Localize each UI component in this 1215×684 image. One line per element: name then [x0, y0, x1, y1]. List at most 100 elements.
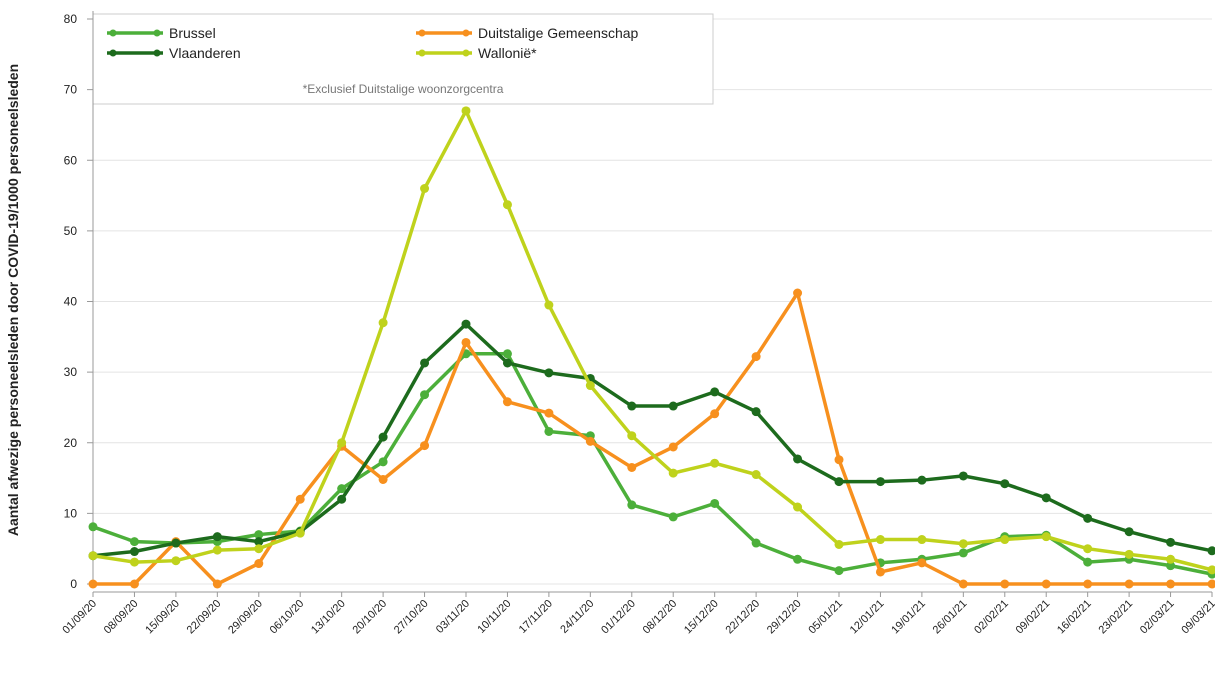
x-tick-label: 20/10/20	[350, 598, 389, 637]
x-tick-label: 19/01/21	[889, 598, 928, 637]
data-point	[752, 470, 761, 479]
data-point	[1208, 546, 1215, 555]
data-point	[503, 358, 512, 367]
data-point	[462, 338, 471, 347]
data-point	[1000, 535, 1009, 544]
data-point	[420, 390, 429, 399]
data-point	[254, 544, 263, 553]
data-point	[379, 433, 388, 442]
data-point	[627, 402, 636, 411]
data-point	[544, 301, 553, 310]
legend-label: Vlaanderen	[169, 45, 241, 61]
x-tick-label: 29/12/20	[765, 598, 804, 637]
data-point	[1083, 544, 1092, 553]
data-point	[89, 522, 98, 531]
data-point	[793, 454, 802, 463]
legend-swatch-dot	[110, 30, 117, 37]
data-point	[627, 500, 636, 509]
data-point	[1083, 514, 1092, 523]
data-point	[296, 495, 305, 504]
data-point	[710, 499, 719, 508]
y-tick-label: 50	[64, 224, 78, 238]
x-tick-label: 15/09/20	[143, 598, 182, 637]
data-point	[876, 535, 885, 544]
data-point	[835, 540, 844, 549]
x-tick-label: 23/02/21	[1096, 598, 1135, 637]
data-point	[544, 409, 553, 418]
x-tick-label: 02/03/21	[1138, 598, 1177, 637]
y-tick-label: 10	[64, 506, 78, 520]
x-tick-label: 24/11/20	[558, 598, 596, 636]
data-point	[793, 555, 802, 564]
data-point	[130, 558, 139, 567]
data-point	[959, 471, 968, 480]
legend-swatch-dot	[154, 50, 161, 57]
x-tick-label: 13/10/20	[309, 598, 348, 637]
data-point	[586, 437, 595, 446]
data-point	[213, 580, 222, 589]
x-tick-label: 05/01/21	[806, 598, 845, 637]
data-point	[379, 318, 388, 327]
x-tick-label: 08/09/20	[102, 598, 141, 637]
x-tick-label: 27/10/20	[392, 598, 431, 637]
y-tick-label: 80	[64, 12, 78, 26]
legend-label: Wallonië*	[478, 45, 537, 61]
data-point	[669, 469, 678, 478]
data-point	[503, 200, 512, 209]
y-tick-label: 30	[64, 365, 78, 379]
data-point	[793, 503, 802, 512]
x-tick-label: 10/11/20	[475, 598, 513, 636]
y-tick-label: 70	[64, 83, 78, 97]
x-tick-label: 08/12/20	[641, 598, 680, 637]
data-point	[89, 580, 98, 589]
data-point	[752, 352, 761, 361]
x-tick-label: 12/01/21	[848, 598, 887, 637]
data-point	[793, 289, 802, 298]
data-point	[296, 529, 305, 538]
data-point	[917, 535, 926, 544]
data-point	[130, 547, 139, 556]
x-tick-label: 16/02/21	[1055, 598, 1094, 637]
y-axis-title: Aantal afwezige personeelsleden door COV…	[5, 64, 21, 536]
data-point	[171, 539, 180, 548]
x-tick-label: 17/11/20	[517, 598, 555, 636]
data-point	[669, 442, 678, 451]
data-point	[213, 546, 222, 555]
data-point	[1000, 479, 1009, 488]
data-point	[752, 407, 761, 416]
data-point	[544, 427, 553, 436]
data-point	[503, 349, 512, 358]
data-point	[627, 463, 636, 472]
legend-swatch-dot	[463, 50, 470, 57]
x-tick-label: 01/09/20	[60, 598, 99, 637]
data-point	[337, 438, 346, 447]
data-point	[835, 566, 844, 575]
data-point	[1125, 580, 1134, 589]
data-point	[544, 368, 553, 377]
data-point	[420, 358, 429, 367]
data-point	[379, 457, 388, 466]
y-tick-label: 40	[64, 295, 78, 309]
data-point	[835, 477, 844, 486]
data-point	[669, 512, 678, 521]
data-point	[669, 402, 678, 411]
series-line	[93, 324, 1212, 556]
legend-swatch-dot	[154, 30, 161, 37]
data-point	[337, 495, 346, 504]
x-tick-label: 09/03/21	[1179, 598, 1215, 637]
data-point	[420, 441, 429, 450]
data-point	[1083, 580, 1092, 589]
legend-note: *Exclusief Duitstalige woonzorgcentra	[303, 82, 504, 96]
data-point	[130, 580, 139, 589]
data-point	[1166, 538, 1175, 547]
data-point	[835, 455, 844, 464]
legend-swatch-dot	[110, 50, 117, 57]
data-point	[710, 459, 719, 468]
data-point	[503, 397, 512, 406]
data-point	[420, 184, 429, 193]
data-point	[917, 476, 926, 485]
data-point	[959, 548, 968, 557]
data-point	[876, 477, 885, 486]
data-point	[586, 381, 595, 390]
